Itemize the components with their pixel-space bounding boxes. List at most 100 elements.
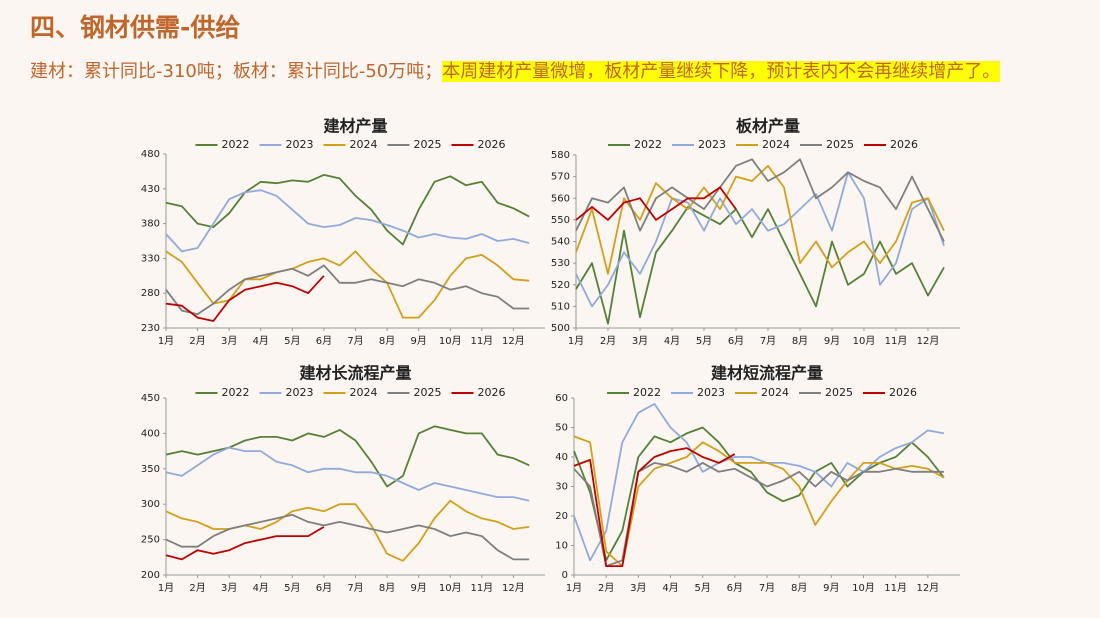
y-tick-label: 400: [141, 428, 160, 439]
series-line: [165, 264, 530, 315]
legend-label: 2026: [890, 138, 918, 151]
x-tick-label: 5月: [284, 582, 300, 594]
x-tick-label: 5月: [696, 335, 712, 347]
legend-label: 2024: [350, 386, 378, 399]
x-tick-label: 6月: [728, 335, 744, 347]
x-tick-label: 4月: [662, 582, 678, 594]
y-tick-label: 560: [551, 193, 570, 204]
subtitle-text: 建材：累计同比-310吨；板材：累计同比-50万吨；: [30, 61, 443, 82]
x-tick-label: 4月: [664, 335, 680, 347]
chart-title: 建材产量: [323, 117, 387, 136]
series-line: [165, 526, 325, 561]
y-tick-label: 10: [555, 541, 568, 552]
series-line: [575, 171, 945, 308]
y-tick-label: 540: [551, 237, 570, 248]
x-tick-label: 9月: [410, 335, 426, 347]
x-tick-label: 10月: [853, 335, 876, 347]
y-tick-label: 280: [141, 288, 160, 299]
legend-label: 2025: [414, 138, 442, 151]
x-tick-label: 6月: [727, 582, 743, 594]
x-tick-label: 10月: [439, 582, 462, 594]
x-tick-label: 10月: [439, 335, 462, 347]
x-tick-label: 9月: [410, 582, 426, 594]
legend-label: 2025: [826, 138, 854, 151]
y-tick-label: 40: [555, 452, 568, 463]
legend-label: 2024: [762, 138, 790, 151]
series-line: [165, 499, 530, 562]
legend-label: 2023: [286, 386, 314, 399]
y-tick-label: 500: [551, 323, 570, 334]
legend-label: 2024: [350, 138, 378, 151]
x-tick-label: 3月: [221, 335, 237, 347]
series-line: [165, 446, 530, 502]
x-tick-label: 8月: [792, 335, 808, 347]
x-tick-label: 5月: [284, 335, 300, 347]
y-tick-label: 510: [551, 301, 570, 312]
x-tick-label: 12月: [916, 582, 939, 594]
series-line: [165, 425, 530, 488]
x-tick-label: 1月: [568, 335, 584, 347]
x-tick-label: 12月: [917, 335, 940, 347]
legend-label: 2023: [697, 386, 725, 399]
series-line: [575, 164, 945, 275]
x-tick-label: 3月: [630, 582, 646, 594]
chart-title: 建材长流程产量: [299, 364, 411, 383]
x-tick-label: 6月: [316, 582, 332, 594]
series-line: [573, 403, 945, 562]
series-line: [575, 186, 737, 221]
chart-title: 建材短流程产量: [711, 364, 823, 383]
chart-title: 板材产量: [736, 117, 800, 136]
legend-label: 2023: [286, 138, 314, 151]
x-tick-label: 7月: [347, 582, 363, 594]
x-tick-label: 2月: [189, 335, 205, 347]
legend-label: 2024: [761, 386, 789, 399]
series-line: [165, 250, 530, 319]
x-tick-label: 1月: [566, 582, 582, 594]
x-tick-label: 8月: [379, 582, 395, 594]
x-tick-label: 8月: [379, 335, 395, 347]
x-tick-label: 2月: [189, 582, 205, 594]
legend-label: 2022: [222, 138, 250, 151]
x-tick-label: 12月: [502, 582, 525, 594]
series-line: [575, 206, 945, 325]
subtitle-highlight: 本周建材产量微增，板材产量继续下降，预计表内不会再继续增产了。: [442, 61, 1001, 82]
series-line: [575, 158, 945, 242]
y-tick-label: 480: [141, 149, 160, 160]
y-tick-label: 450: [141, 393, 160, 404]
x-tick-label: 3月: [632, 335, 648, 347]
x-tick-label: 7月: [759, 582, 775, 594]
y-tick-label: 580: [551, 150, 570, 161]
series-line: [573, 462, 944, 567]
legend-label: 2025: [414, 386, 442, 399]
y-tick-label: 50: [555, 423, 568, 434]
y-tick-label: 530: [551, 258, 570, 269]
x-tick-label: 3月: [221, 582, 237, 594]
legend-label: 2026: [478, 386, 506, 399]
x-tick-label: 11月: [470, 582, 493, 594]
series-line: [165, 275, 325, 322]
x-tick-label: 11月: [884, 582, 907, 594]
y-tick-label: 300: [141, 499, 160, 510]
y-tick-label: 330: [141, 253, 160, 264]
y-tick-label: 0: [562, 570, 568, 581]
x-tick-label: 12月: [502, 335, 525, 347]
legend-label: 2023: [698, 138, 726, 151]
y-tick-label: 570: [551, 172, 570, 183]
series-line: [165, 513, 530, 561]
x-tick-label: 8月: [791, 582, 807, 594]
y-tick-label: 200: [141, 570, 160, 581]
x-tick-label: 1月: [158, 582, 174, 594]
y-tick-label: 250: [141, 535, 160, 546]
legend-label: 2026: [478, 138, 506, 151]
series-line: [165, 189, 530, 253]
x-tick-label: 6月: [316, 335, 332, 347]
y-tick-label: 350: [141, 464, 160, 475]
x-tick-label: 11月: [885, 335, 908, 347]
x-tick-label: 9月: [823, 582, 839, 594]
x-tick-label: 11月: [470, 335, 493, 347]
x-tick-label: 7月: [347, 335, 363, 347]
y-tick-label: 230: [141, 323, 160, 334]
legend-label: 2026: [889, 386, 917, 399]
x-tick-label: 4月: [253, 335, 269, 347]
